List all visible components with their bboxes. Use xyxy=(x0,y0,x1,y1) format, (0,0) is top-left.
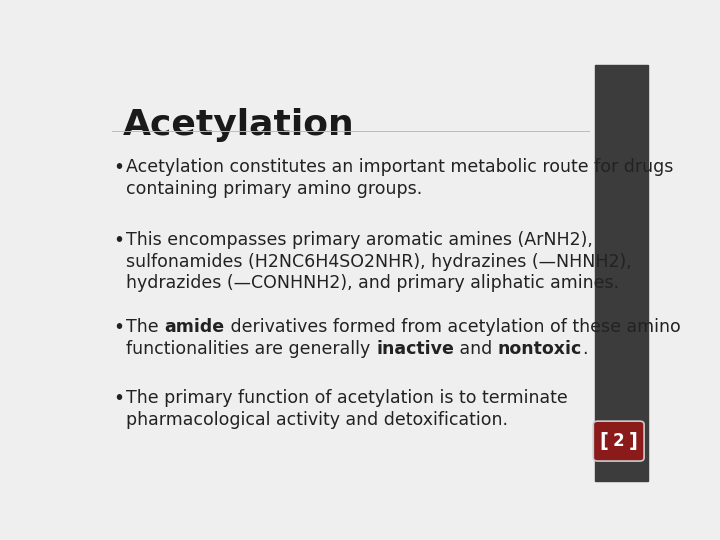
Text: ]: ] xyxy=(629,431,638,450)
Text: pharmacological activity and detoxification.: pharmacological activity and detoxificat… xyxy=(126,411,508,429)
Bar xyxy=(595,65,648,481)
Text: and: and xyxy=(454,340,498,358)
Text: Acetylation constitutes an important metabolic route for drugs: Acetylation constitutes an important met… xyxy=(126,158,674,177)
Text: derivatives formed from acetylation of these amino: derivatives formed from acetylation of t… xyxy=(225,319,680,336)
FancyBboxPatch shape xyxy=(593,421,644,461)
Text: containing primary amino groups.: containing primary amino groups. xyxy=(126,180,423,198)
Text: •: • xyxy=(114,231,125,250)
Text: sulfonamides (H2NC6H4SO2NHR), hydrazines (—NHNH2),: sulfonamides (H2NC6H4SO2NHR), hydrazines… xyxy=(126,253,632,271)
Text: 2: 2 xyxy=(613,432,624,450)
Text: Acetylation: Acetylation xyxy=(122,109,354,143)
Text: functionalities are generally: functionalities are generally xyxy=(126,340,376,358)
Text: [: [ xyxy=(599,431,608,450)
Text: inactive: inactive xyxy=(376,340,454,358)
Text: •: • xyxy=(114,389,125,408)
Text: The primary function of acetylation is to terminate: The primary function of acetylation is t… xyxy=(126,389,568,407)
Text: This encompasses primary aromatic amines (ArNH2),: This encompasses primary aromatic amines… xyxy=(126,231,593,249)
Text: nontoxic: nontoxic xyxy=(498,340,582,358)
Text: amide: amide xyxy=(164,319,225,336)
Text: •: • xyxy=(114,158,125,177)
Text: hydrazides (—CONHNH2), and primary aliphatic amines.: hydrazides (—CONHNH2), and primary aliph… xyxy=(126,274,619,292)
Text: .: . xyxy=(582,340,588,358)
Text: •: • xyxy=(114,319,125,338)
Text: The: The xyxy=(126,319,164,336)
